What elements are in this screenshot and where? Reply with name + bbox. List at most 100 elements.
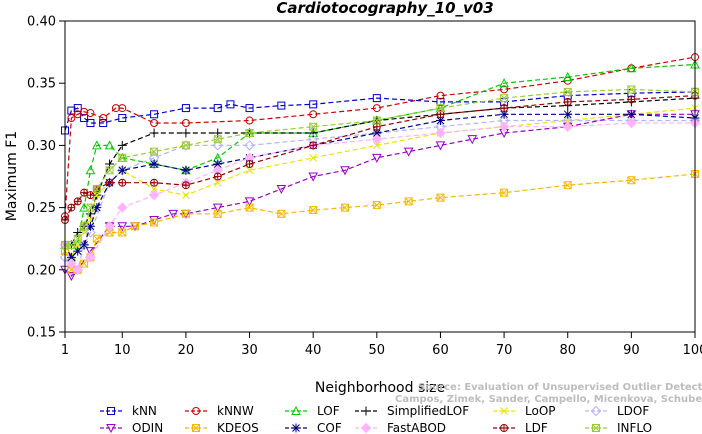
- data-point-ldf-40-cross: [309, 141, 317, 149]
- legend-marker-odin: [106, 424, 116, 434]
- legend-marker-knn: [107, 407, 115, 415]
- data-point-inflo-10: [118, 153, 127, 162]
- data-point-kdeos-20: [181, 209, 190, 218]
- legend-label-ldf: LDF: [525, 421, 548, 434]
- data-point-kdeos-80: [563, 181, 572, 190]
- series-knnw: [61, 53, 699, 221]
- watermark-line-2: Campos, Zimek, Sander, Campello, Micenko…: [395, 394, 702, 405]
- legend-marker-loop: [500, 407, 508, 415]
- data-point-ldf-20-cross: [182, 181, 190, 189]
- data-point-inflo-8: [105, 166, 114, 175]
- data-point-knnw-40: [309, 110, 318, 119]
- data-point-inflo-5: [86, 203, 95, 212]
- legend-marker-inflo: [592, 424, 600, 432]
- data-point-knn-25: [213, 104, 222, 113]
- data-point-simplifiedlof-20: [181, 128, 191, 138]
- data-point-knn-15: [150, 110, 159, 119]
- data-point-inflo-25: [213, 135, 222, 144]
- data-point-kdeos-30: [245, 203, 254, 212]
- data-point-ldf-2-cross: [67, 204, 75, 212]
- data-point-inflo-50: [372, 116, 381, 125]
- legend-item-cof: COF: [285, 421, 342, 434]
- data-point-kdeos-45-cross: [341, 203, 349, 212]
- data-point-cof-6: [92, 203, 102, 213]
- data-point-kdeos-50: [372, 201, 381, 210]
- data-point-odin-50: [371, 153, 382, 163]
- data-point-fastabod-80: [562, 121, 573, 132]
- data-point-fastabod-70: [498, 121, 510, 132]
- data-point-knnw-15: [150, 119, 159, 128]
- x-tick-label-40: 40: [305, 343, 322, 358]
- data-point-kdeos-30-cross: [245, 203, 254, 212]
- data-point-fastabod-50: [371, 133, 383, 145]
- data-point-knnw-50: [372, 104, 381, 113]
- data-point-kdeos-15-cross: [150, 218, 158, 227]
- legend-item-knnw: kNNW: [185, 404, 254, 418]
- legend-label-ldof: LDOF: [617, 404, 649, 418]
- data-point-inflo-5-cross: [86, 203, 95, 212]
- data-point-kdeos-4: [80, 259, 89, 268]
- data-point-kdeos-8-cross: [105, 228, 114, 237]
- data-point-ldof-30: [244, 140, 255, 151]
- data-point-kdeos-25: [213, 209, 222, 218]
- data-point-kdeos-55: [404, 197, 413, 206]
- data-point-knnw-20: [181, 119, 190, 128]
- legend-marker-ldf-cross: [500, 424, 508, 432]
- legend-label-simplifiedlof: SimplifiedLOF: [387, 404, 469, 418]
- data-point-loop-30: [245, 166, 254, 175]
- data-point-inflo-4: [80, 222, 89, 231]
- data-point-kdeos-12: [131, 222, 139, 231]
- data-point-inflo-30: [245, 128, 254, 137]
- legend-item-fastabod: FastABOD: [355, 421, 446, 434]
- data-point-kdeos-6: [92, 234, 101, 243]
- data-point-knn-35: [277, 101, 286, 110]
- data-point-cof-4: [79, 240, 89, 250]
- data-point-ldf-25-cross: [214, 173, 222, 180]
- data-point-kdeos-70: [500, 188, 509, 197]
- data-point-kdeos-80-cross: [563, 181, 572, 190]
- data-point-lof-5: [85, 165, 96, 175]
- data-point-inflo-90-cross: [627, 85, 636, 94]
- data-point-kdeos-12-cross: [131, 222, 139, 231]
- legend: kNN kNNW LOF SimplifiedLOF LoOP LDOF ODIN KDEOS…: [100, 404, 652, 434]
- data-point-odin-18: [168, 209, 179, 219]
- legend-marker-simplifiedlof: [361, 406, 371, 416]
- data-point-inflo-6: [92, 184, 101, 193]
- x-tick-label-1: 1: [61, 343, 69, 358]
- legend-item-knn: kNN: [100, 404, 157, 418]
- legend-label-kdeos: KDEOS: [217, 421, 259, 434]
- data-point-loop-20: [182, 191, 190, 200]
- data-point-odin-30: [244, 197, 255, 207]
- data-point-kdeos-35: [277, 209, 286, 218]
- data-point-knn-5: [86, 119, 95, 128]
- legend-item-ldof: LDOF: [585, 404, 649, 418]
- data-point-fastabod-8: [104, 221, 115, 232]
- data-point-loop-40: [309, 153, 318, 162]
- data-point-odin-55: [403, 147, 414, 157]
- data-point-knn-60: [436, 97, 445, 106]
- data-point-knn-40: [309, 100, 318, 109]
- data-point-inflo-70-cross: [500, 94, 508, 102]
- axis-ticks: 1 10 20 30 40 50 60 70 80 90 100 0.15 0.20 0.25 0.30 0.…: [27, 15, 702, 359]
- data-point-kdeos-15: [150, 218, 159, 227]
- data-point-fastabod-3: [72, 264, 83, 276]
- legend-marker-kdeos-cross: [192, 424, 200, 432]
- legend-marker-knnw: [192, 407, 200, 415]
- x-tick-label-50: 50: [369, 343, 386, 358]
- data-point-odin-35: [276, 184, 287, 195]
- data-point-inflo-10-cross: [118, 153, 127, 162]
- x-tick-label-20: 20: [178, 343, 195, 358]
- data-point-knn-27: [226, 100, 235, 109]
- y-tick-label-5: 0.40: [27, 15, 56, 30]
- legend-label-knnw: kNNW: [217, 404, 254, 418]
- data-point-fastabod-15: [148, 189, 160, 201]
- legend-marker-lof: [291, 405, 301, 415]
- data-point-knn-3: [73, 104, 82, 113]
- data-point-knnw-30: [245, 116, 254, 125]
- series-inflo: [61, 85, 699, 249]
- data-point-knn-7: [99, 119, 108, 128]
- legend-item-loop: LoOP: [493, 404, 556, 418]
- series-line-knnw: [64, 56, 696, 217]
- data-point-ldof-25: [212, 140, 223, 151]
